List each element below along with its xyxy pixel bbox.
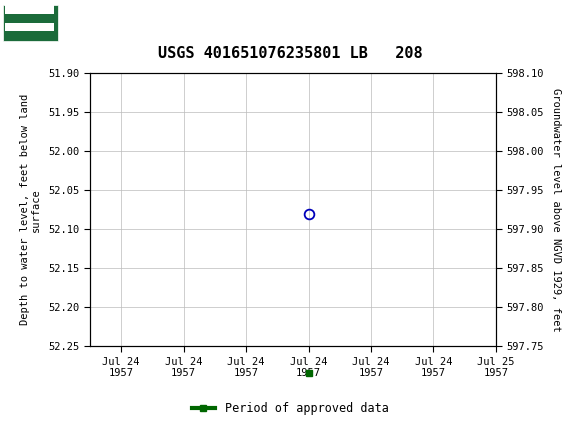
Text: M
USGS: M USGS bbox=[6, 16, 23, 29]
FancyBboxPatch shape bbox=[5, 6, 54, 40]
FancyBboxPatch shape bbox=[3, 4, 58, 41]
Text: USGS: USGS bbox=[67, 12, 130, 33]
FancyBboxPatch shape bbox=[5, 14, 54, 22]
Y-axis label: Groundwater level above NGVD 1929, feet: Groundwater level above NGVD 1929, feet bbox=[551, 88, 561, 332]
Legend: Period of approved data: Period of approved data bbox=[187, 397, 393, 420]
FancyBboxPatch shape bbox=[5, 22, 54, 31]
FancyBboxPatch shape bbox=[5, 31, 54, 40]
Text: USGS 401651076235801 LB   208: USGS 401651076235801 LB 208 bbox=[158, 46, 422, 61]
FancyBboxPatch shape bbox=[5, 6, 54, 14]
Y-axis label: Depth to water level, feet below land
surface: Depth to water level, feet below land su… bbox=[20, 94, 41, 325]
